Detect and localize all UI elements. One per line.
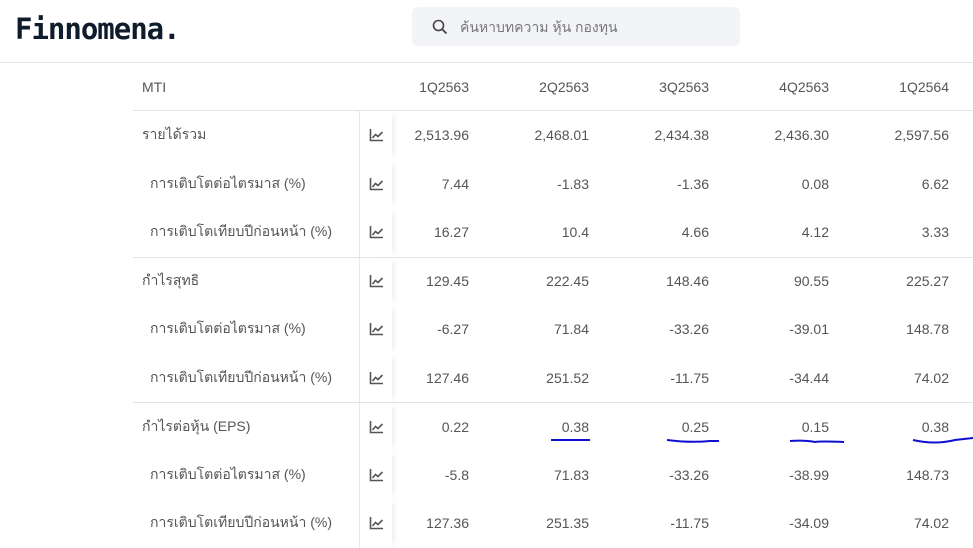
row-label: รายได้รวม bbox=[142, 126, 207, 143]
chart-button[interactable] bbox=[359, 499, 392, 548]
cell-value: 2,513.96 bbox=[414, 127, 470, 144]
table-row: การเติบโตต่อไตรมาส (%) -6.27 71.84 -33.26 -3… bbox=[133, 305, 973, 354]
cell-value: 7.44 bbox=[441, 175, 469, 192]
table-row: การเติบโตต่อไตรมาส (%) -5.8 71.83 -33.26 -38… bbox=[133, 450, 973, 499]
search-bar[interactable] bbox=[412, 7, 740, 46]
financial-table: MTI 1Q2563 2Q2563 3Q2563 4Q2563 1Q2564 ร… bbox=[133, 63, 973, 548]
cell-value: 71.83 bbox=[553, 466, 589, 483]
cell-value: -11.75 bbox=[670, 369, 709, 386]
line-chart-icon bbox=[369, 420, 383, 434]
row-label: การเติบโตเทียบปีก่อนหน้า (%) bbox=[150, 514, 332, 531]
cell-value: 4.12 bbox=[801, 224, 829, 241]
search-input[interactable] bbox=[460, 18, 720, 35]
line-chart-icon bbox=[369, 129, 383, 142]
chart-button[interactable] bbox=[359, 257, 392, 305]
cell-value: -33.26 bbox=[669, 466, 709, 483]
table-row: การเติบโตต่อไตรมาส (%) 7.44 -1.83 -1.36 0.08… bbox=[133, 159, 973, 208]
cell-value: 251.35 bbox=[546, 515, 589, 532]
cell-value: 127.46 bbox=[426, 369, 469, 386]
chart-button[interactable] bbox=[359, 208, 392, 257]
line-chart-icon bbox=[369, 226, 383, 239]
period-header: 3Q2563 bbox=[659, 78, 709, 95]
line-chart-icon bbox=[369, 371, 383, 385]
cell-value: 2,436.30 bbox=[774, 127, 830, 144]
cell-value: 148.78 bbox=[906, 321, 949, 338]
row-label: การเติบโตเทียบปีก่อนหน้า (%) bbox=[150, 223, 332, 240]
cell-value: 251.52 bbox=[546, 369, 589, 386]
cell-value: -11.75 bbox=[670, 515, 709, 532]
symbol-label: MTI bbox=[142, 78, 167, 95]
cell-value: 90.55 bbox=[793, 273, 829, 290]
table-row: กำไรสุทธิ 129.45 222.45 148.46 90.55 225.27 bbox=[133, 256, 973, 305]
row-label: การเติบโตต่อไตรมาส (%) bbox=[150, 174, 306, 191]
cell-value: 3.33 bbox=[921, 224, 949, 241]
search-icon bbox=[432, 19, 448, 34]
period-header: 1Q2564 bbox=[899, 78, 949, 95]
chart-button[interactable] bbox=[359, 159, 392, 208]
cell-value: 127.36 bbox=[426, 515, 469, 532]
table-row: กำไรต่อหุ้น (EPS) 0.22 0.38 0.25 0.15 0.38 bbox=[133, 402, 973, 451]
line-chart-icon bbox=[369, 323, 383, 336]
cell-value: 0.22 bbox=[441, 418, 469, 435]
cell-value: 148.73 bbox=[906, 466, 949, 483]
cell-value: -6.27 bbox=[437, 321, 469, 338]
chart-button[interactable] bbox=[359, 403, 392, 451]
line-chart-icon bbox=[369, 177, 383, 191]
cell-value: 74.02 bbox=[913, 369, 949, 386]
header-divider bbox=[0, 62, 973, 63]
cell-value: 0.38 bbox=[561, 418, 589, 435]
period-header: 1Q2563 bbox=[419, 78, 469, 95]
cell-value: 0.08 bbox=[801, 175, 829, 192]
period-header: 2Q2563 bbox=[539, 78, 589, 95]
cell-value: 10.4 bbox=[561, 224, 589, 241]
cell-value: 16.27 bbox=[433, 224, 469, 241]
cell-value: 222.45 bbox=[546, 273, 589, 290]
cell-value: 0.15 bbox=[801, 418, 829, 435]
row-label: กำไรสุทธิ bbox=[142, 272, 200, 289]
cell-value: 71.84 bbox=[553, 321, 589, 338]
cell-value: 0.38 bbox=[921, 418, 949, 435]
cell-value: 2,597.56 bbox=[894, 127, 950, 144]
line-chart-icon bbox=[369, 517, 383, 530]
cell-value: 129.45 bbox=[426, 273, 469, 290]
cell-value: -34.09 bbox=[789, 515, 829, 532]
cell-value: -38.99 bbox=[789, 466, 829, 483]
cell-value: -34.44 bbox=[789, 369, 829, 386]
table-row: การเติบโตเทียบปีก่อนหน้า (%) 127.46 251.52… bbox=[133, 353, 973, 402]
line-chart-icon bbox=[369, 275, 383, 288]
cell-value: 2,468.01 bbox=[534, 127, 590, 144]
cell-value: 0.25 bbox=[681, 418, 709, 435]
chart-button[interactable] bbox=[359, 305, 392, 354]
icon-column-spacer bbox=[359, 63, 392, 110]
row-label: การเติบโตต่อไตรมาส (%) bbox=[150, 465, 306, 482]
period-header: 4Q2563 bbox=[779, 78, 829, 95]
cell-value: 6.62 bbox=[921, 175, 949, 192]
table-row: รายได้รวม 2,513.96 2,468.01 2,434.38 2,436.3… bbox=[133, 111, 973, 160]
table-header: MTI 1Q2563 2Q2563 3Q2563 4Q2563 1Q2564 bbox=[133, 63, 973, 111]
row-label: การเติบโตต่อไตรมาส (%) bbox=[150, 320, 306, 337]
table-row: การเติบโตเทียบปีก่อนหน้า (%) 127.36 251.35… bbox=[133, 499, 973, 548]
cell-value: 225.27 bbox=[906, 273, 949, 290]
table-row: การเติบโตเทียบปีก่อนหน้า (%) 16.27 10.4 4.6… bbox=[133, 208, 973, 257]
row-label: การเติบโตเทียบปีก่อนหน้า (%) bbox=[150, 368, 332, 385]
cell-value: 74.02 bbox=[913, 515, 949, 532]
cell-value: 2,434.38 bbox=[654, 127, 710, 144]
chart-button[interactable] bbox=[359, 353, 392, 402]
row-label: กำไรต่อหุ้น (EPS) bbox=[142, 417, 251, 434]
cell-value: 4.66 bbox=[681, 224, 709, 241]
line-chart-icon bbox=[369, 468, 383, 482]
cell-value: -33.26 bbox=[669, 321, 709, 338]
cell-value: -1.36 bbox=[677, 175, 709, 192]
chart-button[interactable] bbox=[359, 111, 392, 160]
cell-value: 148.46 bbox=[666, 273, 709, 290]
chart-button[interactable] bbox=[359, 450, 392, 499]
cell-value: -1.83 bbox=[557, 175, 589, 192]
cell-value: -39.01 bbox=[789, 321, 829, 338]
cell-value: -5.8 bbox=[444, 466, 469, 483]
finnomena-logo[interactable]: Finnomena. bbox=[15, 12, 181, 46]
